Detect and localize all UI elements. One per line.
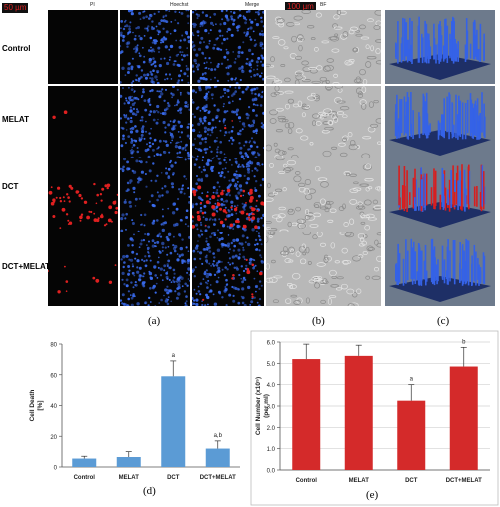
column-label-pi: PI xyxy=(90,2,95,8)
category-label: MELAT xyxy=(119,475,140,481)
micrograph-surface-row1 xyxy=(385,10,495,84)
column-label-merge: Merge xyxy=(245,2,260,8)
micrograph-pi-row2 xyxy=(48,86,118,160)
micrograph-pi-row4 xyxy=(48,232,118,306)
bar xyxy=(292,359,321,470)
category-label: DCT+MELAT xyxy=(446,478,482,484)
micrograph-pi-row1 xyxy=(48,10,118,84)
chart-e-frame xyxy=(250,330,499,506)
y-tick-label: 0.0 xyxy=(267,469,276,475)
y-tick-label: 0 xyxy=(54,466,58,472)
y-tick-label: 4.0 xyxy=(267,383,276,389)
y-axis-label-unit: [%] xyxy=(37,400,44,410)
scale-bar-b: 100 µm xyxy=(285,2,316,12)
category-label: MELAT xyxy=(349,478,370,484)
micrograph-hoechst-row3 xyxy=(120,158,190,232)
y-tick-label: 40 xyxy=(50,404,57,410)
scale-bar-a: 50 µm xyxy=(2,3,29,13)
significance-label: b xyxy=(462,339,466,345)
panel-label-e: (e) xyxy=(366,489,379,501)
y-axis-label: Cell Number (x10⁵) xyxy=(255,377,262,435)
column-label-bf: BF xyxy=(320,2,327,8)
row-label-control: Control xyxy=(2,44,31,53)
row-label-dct-melat: DCT+MELAT xyxy=(2,262,51,271)
y-axis-label-unit: (per ml) xyxy=(263,394,270,418)
bar xyxy=(161,376,186,467)
y-tick-label: 20 xyxy=(50,435,57,441)
micrograph-merge-row4 xyxy=(192,232,264,306)
micrograph-surface-row3 xyxy=(385,158,495,232)
micrograph-merge-row2 xyxy=(192,86,264,160)
category-label: Control xyxy=(296,478,318,484)
bar xyxy=(344,355,373,470)
bar xyxy=(205,448,230,467)
y-tick-label: 2.0 xyxy=(267,426,276,432)
chart-d: 0 20 40 60 80 Cell Death [%] Control MELAT a DCT a,… xyxy=(29,343,240,481)
panel-label-c: (c) xyxy=(437,315,450,327)
micrograph-merge-row1 xyxy=(192,10,264,84)
category-label: DCT xyxy=(405,478,418,484)
row-label-melat: MELAT xyxy=(2,115,29,124)
microscopy-figure: 50 µm 100 µm PI Hoechst Merge BF Control… xyxy=(2,2,495,327)
panel-label-a: (a) xyxy=(148,315,161,327)
panel-label-d: (d) xyxy=(143,485,156,497)
micrograph-surface-row2 xyxy=(385,86,495,160)
micrograph-surface-row4 xyxy=(385,232,495,306)
y-tick-label: 5.0 xyxy=(267,362,276,368)
significance-label: a,b xyxy=(214,433,223,439)
bar xyxy=(449,366,478,470)
bar xyxy=(397,400,426,470)
y-tick-label: 3.0 xyxy=(267,405,276,411)
column-label-hoechst: Hoechst xyxy=(170,2,189,8)
micrograph-merge-row3 xyxy=(192,158,264,232)
y-tick-label: 1.0 xyxy=(267,447,276,453)
micrograph-bf-row3 xyxy=(266,158,381,232)
micrograph-bf-row1 xyxy=(266,10,381,84)
significance-label: a xyxy=(172,353,176,359)
micrograph-pi-row3 xyxy=(48,158,118,232)
bar xyxy=(116,457,141,467)
row-label-dct: DCT xyxy=(2,182,19,191)
panel-label-b: (b) xyxy=(312,315,325,327)
y-tick-label: 60 xyxy=(50,373,57,379)
y-tick-label: 80 xyxy=(50,343,57,349)
significance-label: a xyxy=(410,377,414,383)
category-label: Control xyxy=(74,475,96,481)
micrograph-hoechst-row4 xyxy=(120,232,190,306)
category-label: DCT xyxy=(167,475,180,481)
category-label: DCT+MELAT xyxy=(200,475,236,481)
bar xyxy=(72,458,97,467)
micrograph-hoechst-row1 xyxy=(120,10,190,84)
y-axis-label: Cell Death xyxy=(29,390,36,422)
micrograph-bf-row4 xyxy=(266,232,381,306)
micrograph-bf-row2 xyxy=(266,86,381,160)
micrograph-hoechst-row2 xyxy=(120,86,190,160)
y-tick-label: 6.0 xyxy=(267,341,276,347)
